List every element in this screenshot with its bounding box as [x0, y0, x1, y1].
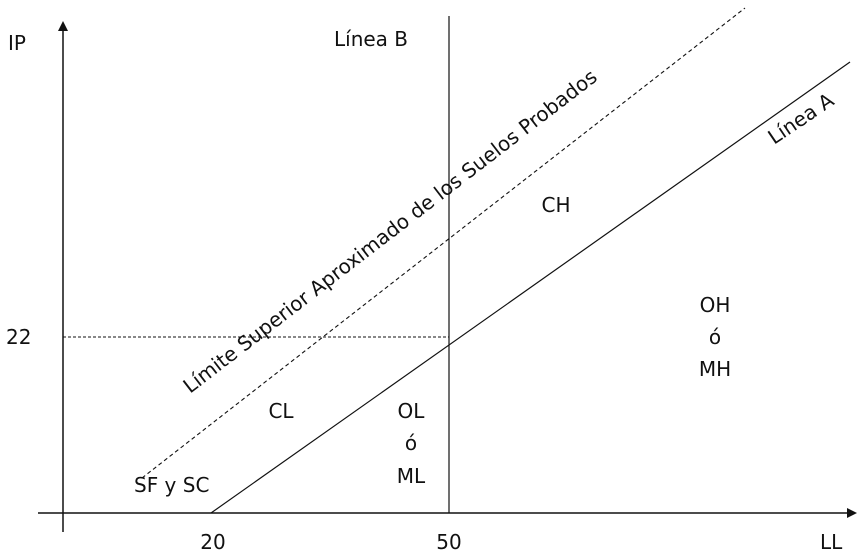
region-ch: CH — [541, 193, 570, 217]
y-axis-label: IP — [8, 31, 26, 55]
upper-limit-label: Límite Superior Aproximado de los Suelos… — [178, 64, 601, 398]
x-tick-20: 20 — [200, 530, 225, 554]
line-b-label: Línea B — [334, 27, 408, 51]
region-oh-o: ó — [709, 325, 721, 349]
region-ml: ML — [397, 464, 426, 488]
upper-limit-line — [141, 7, 746, 479]
x-tick-50: 50 — [436, 530, 461, 554]
region-cl: CL — [268, 399, 294, 423]
region-ol: OL — [398, 399, 426, 423]
region-mh: MH — [699, 357, 731, 381]
region-oh: OH — [700, 293, 731, 317]
y-tick-22: 22 — [6, 325, 31, 349]
x-axis-label: LL — [820, 530, 843, 554]
region-sf-sc: SF y SC — [134, 473, 209, 497]
line-a — [210, 61, 851, 514]
region-ol-o: ó — [405, 431, 417, 455]
